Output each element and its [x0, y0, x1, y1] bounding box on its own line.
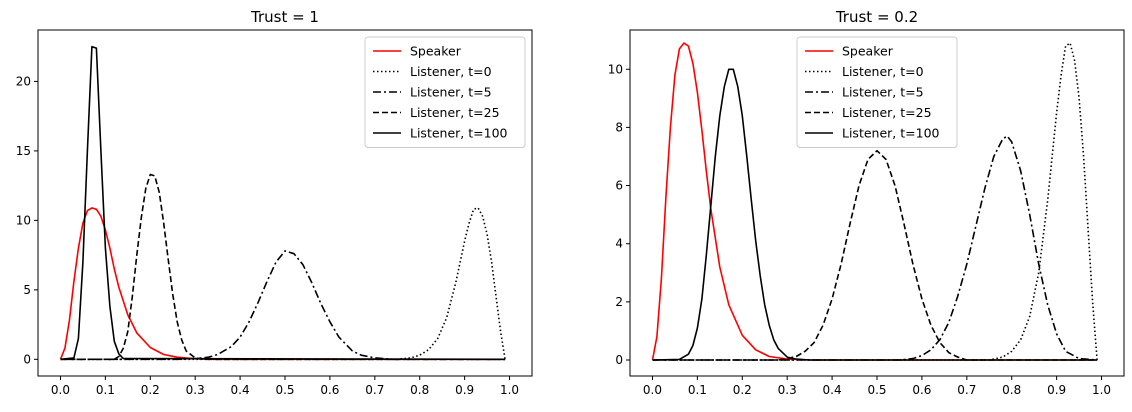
x-tick-label: 0.2 [141, 383, 160, 397]
legend-label: Listener, t=25 [410, 105, 500, 120]
x-tick-label: 0.7 [957, 383, 976, 397]
x-tick-label: 0.5 [275, 383, 294, 397]
y-tick-label: 4 [615, 237, 623, 251]
x-tick-label: 0.0 [643, 383, 662, 397]
series-line-5 [652, 68, 1098, 361]
x-tick-label: 0.6 [320, 383, 339, 397]
x-tick-label: 0.5 [867, 383, 886, 397]
legend-label: Listener, t=5 [410, 85, 492, 100]
x-tick-label: 0.4 [823, 383, 842, 397]
x-tick-label: 0.3 [778, 383, 797, 397]
chart-title: Trust = 1 [250, 8, 319, 26]
x-tick-label: 0.8 [410, 383, 429, 397]
x-tick-label: 0.9 [1047, 383, 1066, 397]
series-line-4 [60, 173, 506, 361]
x-tick-label: 0.8 [1002, 383, 1021, 397]
chart-title: Trust = 0.2 [835, 8, 918, 26]
series-line-1 [59, 207, 506, 361]
x-tick-label: 0.1 [96, 383, 115, 397]
x-tick-label: 0.0 [51, 383, 70, 397]
legend: Speaker Listener, t=0 Listener, t=5 Listene… [796, 36, 958, 148]
legend-label: Listener, t=100 [410, 126, 508, 141]
y-tick-label: 0 [615, 353, 623, 367]
y-tick-label: 10 [608, 62, 623, 76]
legend-box [796, 36, 958, 148]
panel-2: Trust = 0.2 0.0 0.1 0.2 0.3 0.4 0.5 0.6 0.7 0.8 0.… [608, 8, 1125, 397]
series-line-2 [652, 42, 1098, 361]
series-line-5 [60, 45, 506, 361]
x-tick-label: 1.0 [1092, 383, 1111, 397]
legend-label: Listener, t=5 [842, 85, 924, 100]
x-tick-label: 1.0 [500, 383, 519, 397]
legend-label: Speaker [842, 44, 894, 59]
x-tick-label: 0.9 [455, 383, 474, 397]
x-tick-label: 0.1 [688, 383, 707, 397]
y-tick-label: 2 [615, 295, 623, 309]
series-line-3 [60, 250, 506, 361]
x-tick-label: 0.3 [186, 383, 205, 397]
legend-label: Listener, t=0 [842, 64, 924, 79]
legend-label: Listener, t=0 [410, 64, 492, 79]
y-tick-label: 6 [615, 179, 623, 193]
series-line-4 [652, 149, 1098, 361]
y-tick-label: 10 [16, 213, 31, 227]
legend-label: Speaker [410, 44, 462, 59]
legend-box [364, 36, 526, 148]
legend-label: Listener, t=25 [842, 105, 932, 120]
x-tick-label: 0.6 [912, 383, 931, 397]
series-line-1 [651, 42, 1098, 361]
series-line-3 [652, 135, 1098, 361]
panel-1: Trust = 1 0.0 0.1 0.2 0.3 0.4 0.5 0.6 0.7 0.8 0.9 1… [16, 8, 533, 397]
y-tick-label: 0 [23, 352, 31, 366]
legend-label: Listener, t=100 [842, 126, 940, 141]
x-tick-label: 0.4 [231, 383, 250, 397]
y-tick-label: 8 [615, 120, 623, 134]
y-tick-label: 20 [16, 74, 31, 88]
y-tick-label: 5 [23, 283, 31, 297]
x-tick-label: 0.2 [733, 383, 752, 397]
series-line-2 [60, 207, 506, 361]
x-tick-label: 0.7 [365, 383, 384, 397]
legend: Speaker Listener, t=0 Listener, t=5 Listene… [364, 36, 526, 148]
y-tick-label: 15 [16, 144, 31, 158]
